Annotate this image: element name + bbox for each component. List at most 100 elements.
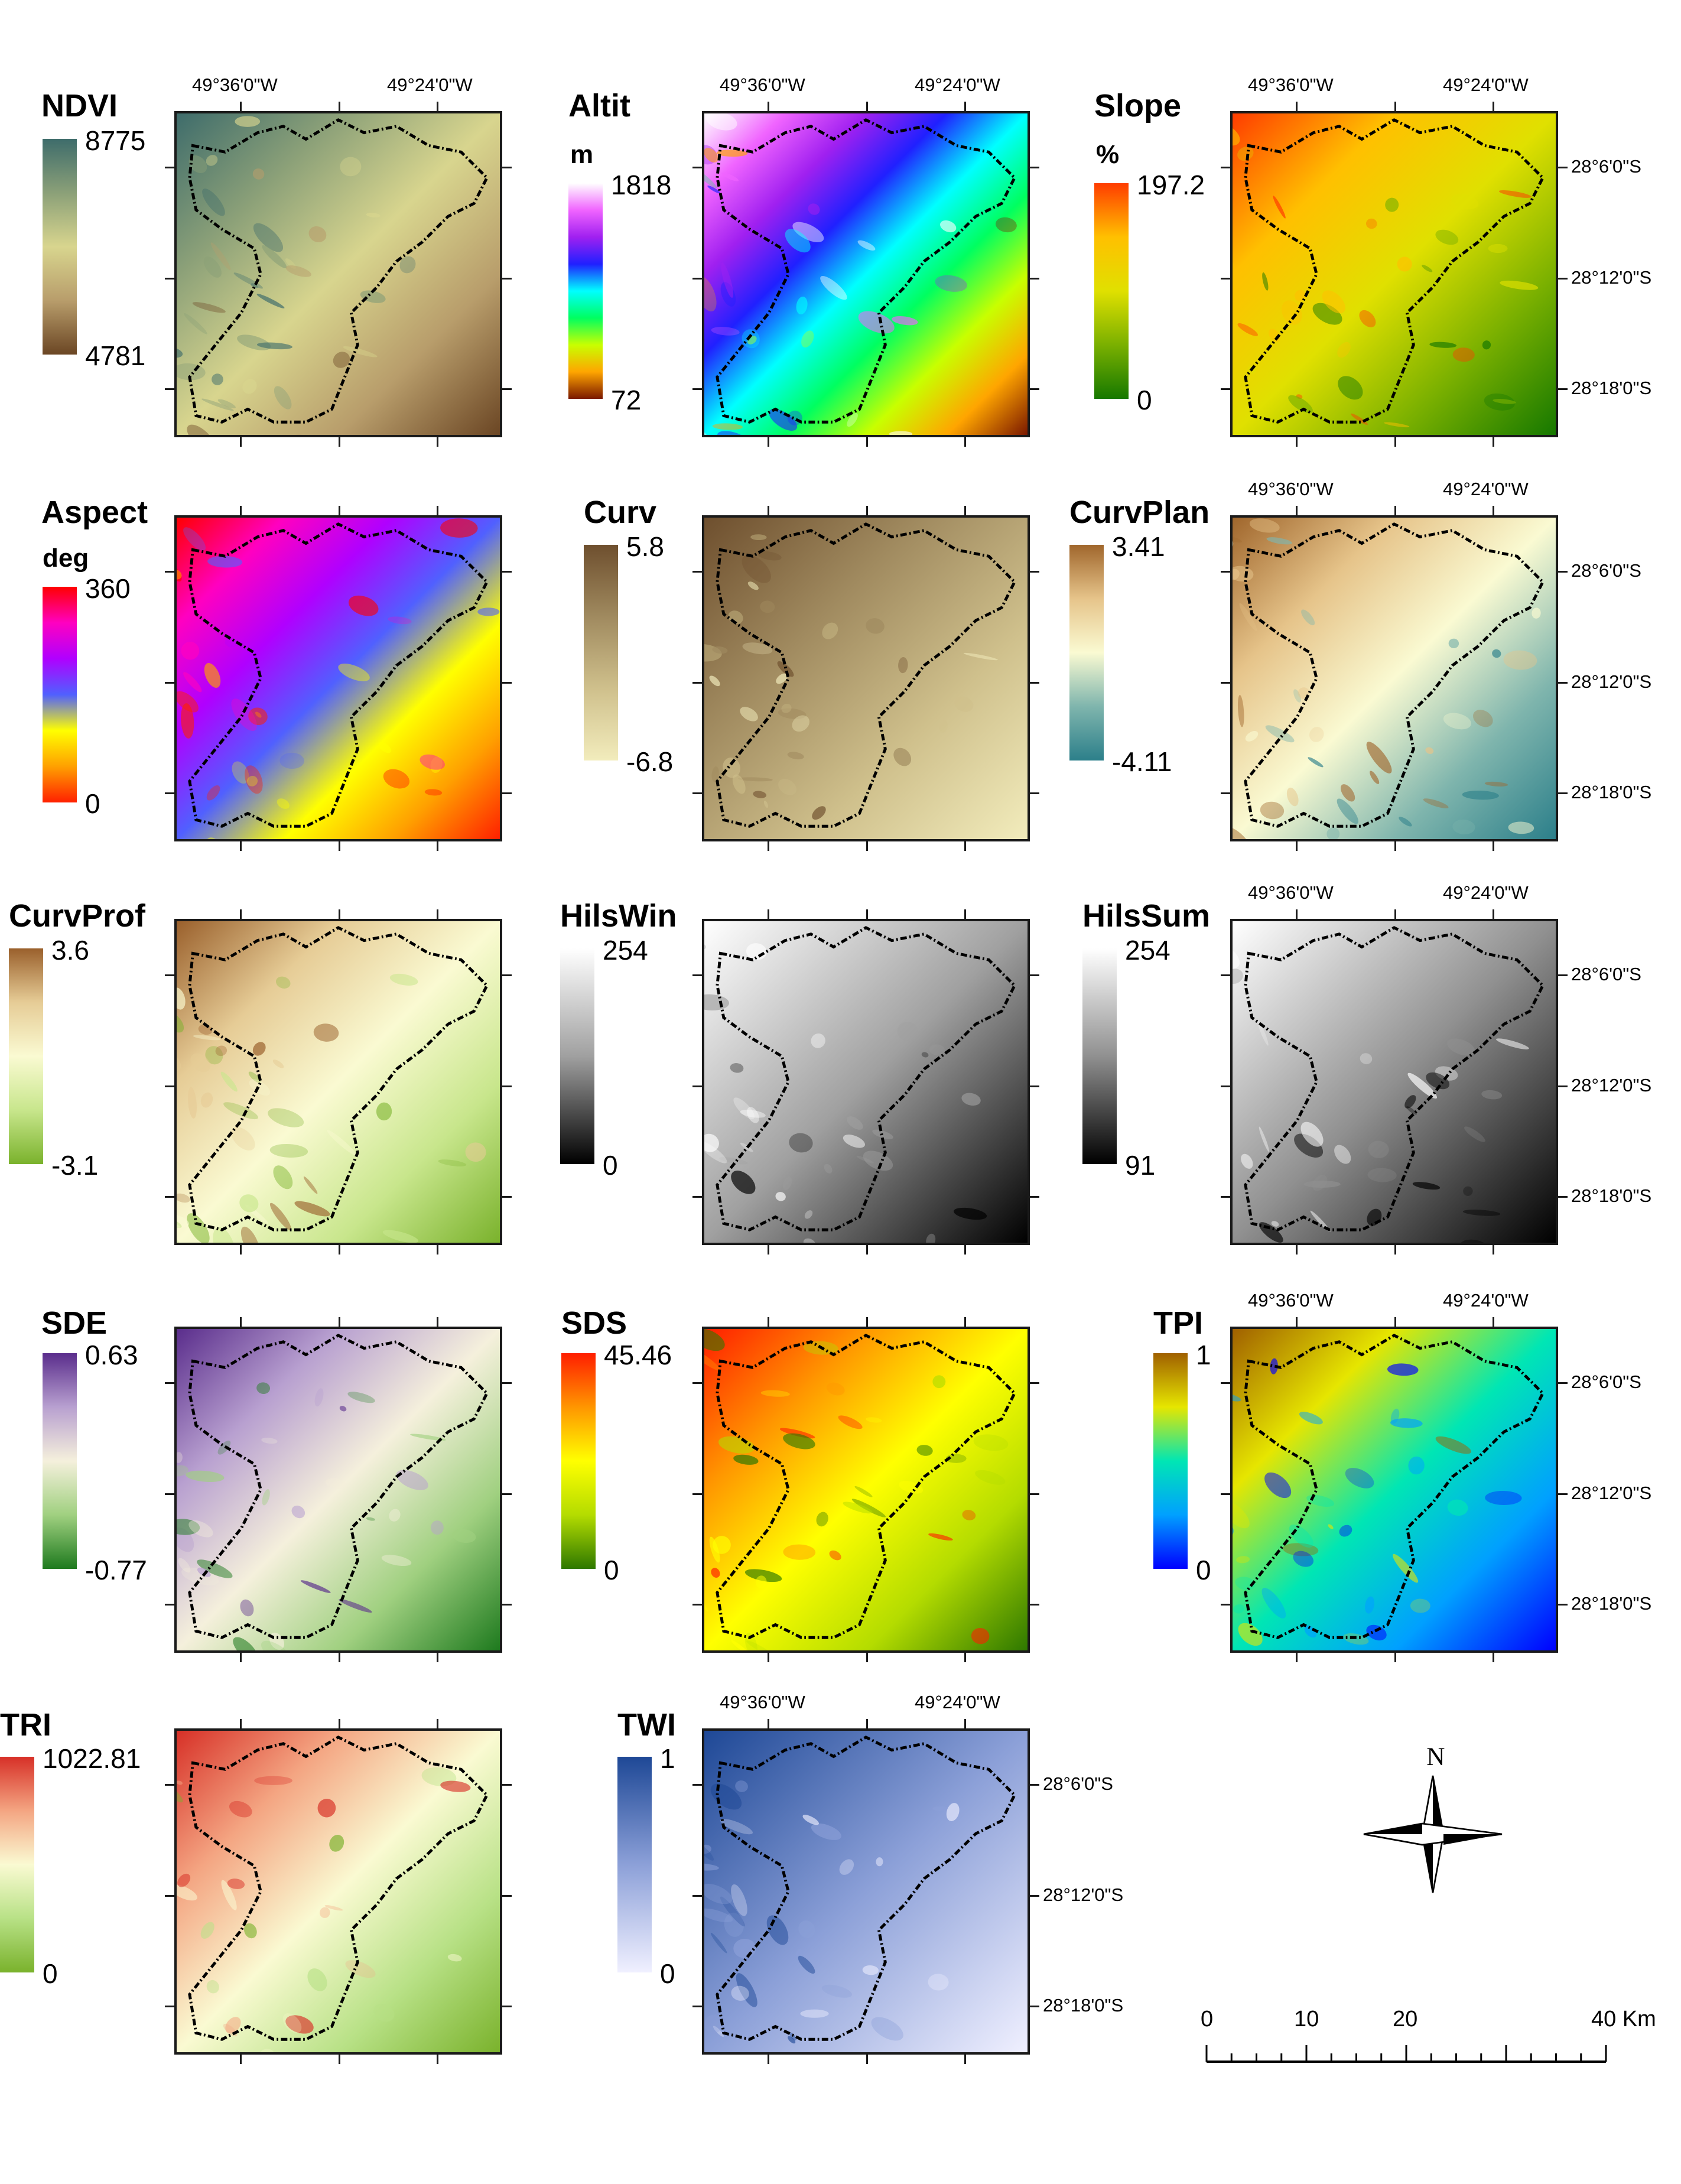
texture-blob — [742, 642, 773, 655]
altit-map — [702, 111, 1030, 437]
texture-blob — [184, 313, 207, 334]
texture-blob — [1532, 607, 1541, 619]
texture-blob — [339, 1406, 347, 1412]
texture-blob — [396, 1470, 428, 1490]
texture-blob — [225, 2017, 241, 2034]
texture-blob — [1435, 1066, 1458, 1081]
texture-blob — [1236, 1556, 1250, 1564]
texture-blob — [197, 1567, 211, 1577]
texture-blob — [1233, 1501, 1250, 1529]
texture-blob — [201, 398, 234, 411]
texture-blob — [787, 752, 804, 760]
texture-blob — [1233, 944, 1240, 969]
slope-background — [1233, 113, 1556, 435]
tick-bottom — [1296, 437, 1298, 447]
tick-top — [437, 1317, 438, 1327]
tick-bottom — [437, 2055, 438, 2064]
tick-right — [1030, 277, 1039, 280]
texture-blob — [796, 296, 808, 315]
tick-left — [165, 1783, 174, 1786]
texture-blob — [753, 791, 767, 798]
tick-top — [338, 1719, 340, 1728]
texture-blob — [876, 1857, 883, 1867]
texture-blob — [871, 2017, 903, 2041]
texture-blob — [1299, 1412, 1323, 1425]
texture-blob — [893, 748, 912, 766]
tick-right — [502, 792, 512, 795]
texture-blob — [963, 652, 998, 661]
texture-blob — [1345, 1468, 1374, 1488]
texture-blob — [193, 1035, 221, 1041]
texture-blob — [291, 1505, 305, 1519]
tick-left — [692, 792, 702, 795]
texture-blob — [839, 1859, 854, 1875]
slope-raster — [1233, 113, 1556, 435]
texture-blob — [1387, 1363, 1419, 1376]
tick-bottom — [964, 437, 966, 447]
curv-legend-bar — [584, 545, 618, 760]
curvplan-background — [1233, 518, 1556, 839]
texture-blob — [1322, 290, 1345, 314]
texture-blob — [438, 1159, 467, 1166]
tick-top — [240, 1719, 242, 1728]
watershed-boundary — [716, 118, 1017, 424]
texture-blob — [1447, 1499, 1468, 1516]
altit-legend-min: 72 — [611, 385, 642, 415]
tick-bottom — [768, 437, 769, 447]
texture-blob — [181, 703, 194, 739]
tick-top — [1493, 909, 1494, 919]
texture-blob — [704, 644, 722, 662]
texture-blob — [1245, 731, 1259, 742]
texture-blob — [217, 1440, 231, 1455]
texture-blob — [704, 1133, 719, 1152]
texture-blob — [424, 789, 443, 796]
tick-left — [165, 1604, 174, 1606]
sde-legend-max: 0.63 — [85, 1340, 138, 1370]
tick-left — [165, 388, 174, 391]
sds-raster — [704, 1329, 1028, 1650]
texture-blob — [1412, 1182, 1441, 1190]
tick-right — [1030, 792, 1039, 795]
texture-blob — [329, 1835, 344, 1852]
tick-top — [866, 102, 868, 111]
slope-legend-bar — [1094, 183, 1129, 399]
texture-blob — [303, 1176, 318, 1194]
tick-top — [768, 909, 769, 919]
scale-label: 0 — [1201, 2007, 1214, 2032]
texture-blob — [731, 1171, 756, 1194]
tick-right — [1558, 974, 1568, 976]
texture-blob — [1452, 819, 1475, 835]
tick-bottom — [240, 1653, 242, 1662]
tick-top — [1394, 102, 1396, 111]
texture-blob — [854, 1486, 873, 1497]
texture-blob — [378, 742, 392, 753]
tick-bottom — [338, 1653, 340, 1662]
texture-blob — [733, 1097, 755, 1119]
sds-background — [704, 1329, 1028, 1650]
tick-bottom — [964, 1653, 966, 1662]
texture-blob — [704, 148, 718, 162]
tick-bottom — [1394, 1653, 1396, 1662]
tick-left — [1221, 1196, 1230, 1198]
texture-blob — [1341, 784, 1355, 802]
tick-left — [692, 570, 702, 573]
tick-right — [1030, 166, 1039, 168]
texture-blob — [313, 1023, 339, 1042]
texture-blob — [177, 1873, 191, 1887]
texture-blob — [204, 662, 221, 688]
texture-blob — [1337, 798, 1359, 824]
texture-blob — [704, 168, 717, 188]
texture-blob — [1262, 272, 1269, 291]
texture-blob — [244, 1923, 257, 1939]
texture-blob — [252, 168, 265, 180]
texture-blob — [246, 776, 258, 786]
texture-blob — [1266, 537, 1292, 545]
texture-blob — [252, 1042, 266, 1056]
tick-bottom — [768, 841, 769, 851]
texture-blob — [1385, 197, 1399, 212]
texture-blob — [1399, 817, 1412, 827]
tpi-legend-max: 1 — [1196, 1340, 1211, 1370]
texture-blob — [177, 1452, 183, 1463]
texture-blob — [177, 1782, 183, 1803]
texture-blob — [338, 663, 370, 681]
